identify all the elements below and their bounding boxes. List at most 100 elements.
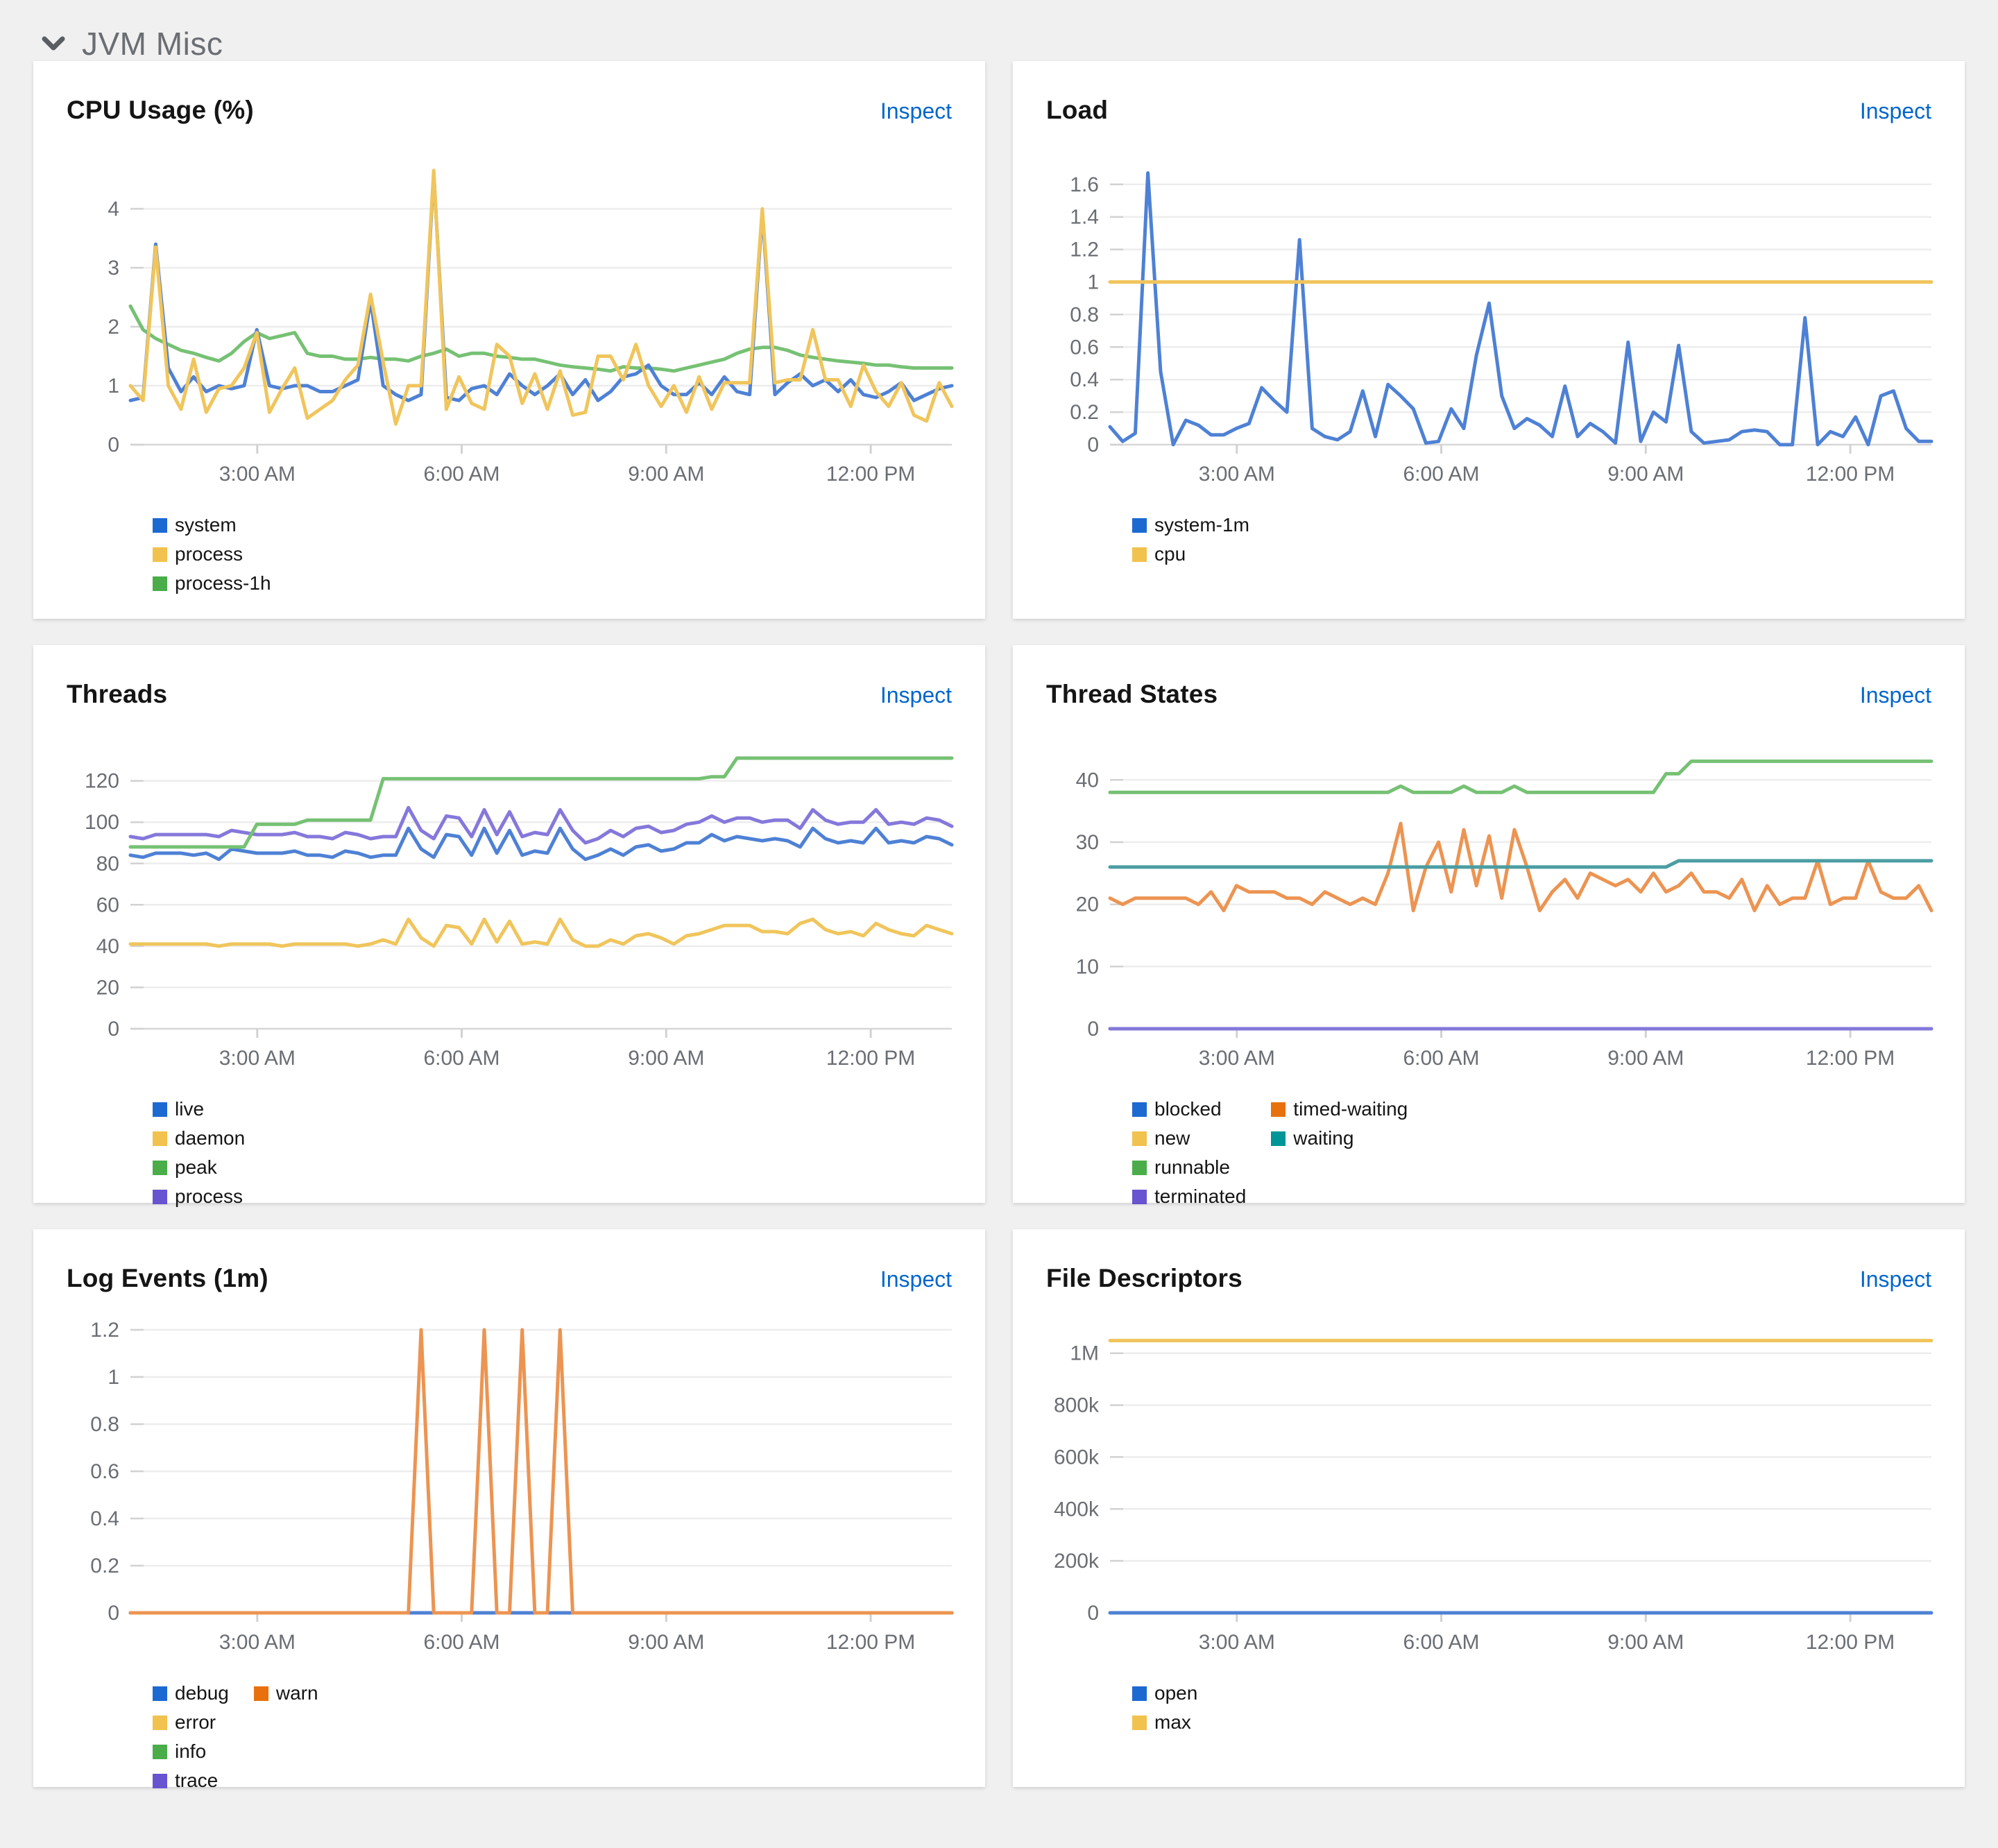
inspect-link[interactable]: Inspect [880,683,952,708]
svg-text:1: 1 [1087,271,1099,294]
panel-title: Load [1046,96,1109,124]
legend-label: timed-waiting [1293,1098,1408,1120]
legend-swatch [1271,1131,1286,1146]
svg-text:0: 0 [108,1018,119,1041]
svg-text:600k: 600k [1054,1446,1100,1469]
legend-label: system [175,514,237,536]
threads-line-chart[interactable]: 0 20 40 60 80 100 120 3:00 AM 6:00 AM 9:00 AM 12:0… [33,645,985,1203]
chart-legend: blocked new runnable terminated timed-waitin… [1132,1095,1408,1211]
svg-text:0.8: 0.8 [1070,303,1099,326]
panel-title: Threads [67,680,168,708]
svg-text:1: 1 [108,375,119,397]
svg-text:12:00 PM: 12:00 PM [1806,1047,1895,1070]
panel-log-events: Log Events (1m) Inspect 0 0.2 0.4 0.6 0.8 1 1.… [33,1229,985,1791]
legend-label: waiting [1293,1127,1354,1149]
svg-text:12:00 PM: 12:00 PM [826,1047,915,1070]
legend-label: daemon [175,1127,246,1149]
section-header-jvm-misc[interactable]: JVM Misc [0,0,1998,62]
svg-text:3:00 AM: 3:00 AM [219,1631,296,1654]
svg-text:80: 80 [96,853,119,875]
inspect-link[interactable]: Inspect [1859,1267,1931,1292]
svg-text:200k: 200k [1054,1550,1100,1573]
dashboard-grid: CPU Usage (%) Inspect 0 1 2 3 4 3:00 AM 6:00 A… [0,61,1998,1791]
svg-text:1.4: 1.4 [1070,206,1099,229]
legend-item-info: info [153,1740,229,1763]
chart-legend: system process process-1h [153,511,271,627]
svg-text:3:00 AM: 3:00 AM [1199,1047,1275,1070]
panel-threads: Threads Inspect 0 20 40 60 80 100 120 3:00 AM 6:… [33,645,985,1207]
legend-label: open [1154,1682,1198,1704]
legend-swatch [1132,547,1147,562]
cpu-usage-line-chart[interactable]: 0 1 2 3 4 3:00 AM 6:00 AM 9:00 AM 12:00 PM [33,61,985,619]
svg-text:2: 2 [108,316,119,339]
inspect-link[interactable]: Inspect [1859,99,1931,123]
legend-label: max [1154,1711,1191,1733]
svg-text:40: 40 [96,935,119,958]
svg-text:9:00 AM: 9:00 AM [1607,1047,1684,1070]
legend-label: warn [275,1682,318,1704]
svg-text:800k: 800k [1054,1394,1100,1417]
legend-swatch [1132,1160,1147,1175]
svg-text:6:00 AM: 6:00 AM [423,1631,500,1654]
svg-text:100: 100 [85,811,119,834]
legend-swatch [153,1102,167,1117]
legend-item-warn: warn [253,1682,318,1704]
svg-text:400k: 400k [1054,1498,1100,1521]
legend-item-error: error [153,1711,229,1734]
legend-item-system-1m: system-1m [1132,514,1249,536]
svg-text:9:00 AM: 9:00 AM [1607,1631,1684,1654]
legend-label: runnable [1154,1156,1230,1178]
chart-legend: debug error info trace warn [153,1679,318,1795]
svg-text:6:00 AM: 6:00 AM [1403,463,1479,486]
thread-states-line-chart[interactable]: 0 10 20 30 40 3:00 AM 6:00 AM 9:00 AM 12:00 PM [1013,645,1965,1203]
svg-text:0.2: 0.2 [1070,401,1099,424]
svg-text:3:00 AM: 3:00 AM [1199,463,1275,486]
panel-file-descriptors: File Descriptors Inspect 0 200k 400k 600k 80… [1013,1229,1965,1787]
svg-text:1.2: 1.2 [1070,239,1099,262]
svg-text:0.8: 0.8 [90,1413,119,1436]
svg-text:9:00 AM: 9:00 AM [628,463,704,486]
legend-item-live: live [153,1098,245,1120]
legend-swatch [1132,1715,1147,1730]
inspect-link[interactable]: Inspect [880,1267,952,1292]
legend-label: debug [175,1682,229,1704]
legend-swatch [1132,1686,1147,1701]
inspect-link[interactable]: Inspect [1859,683,1931,708]
inspect-link[interactable]: Inspect [880,99,952,123]
svg-text:20: 20 [1076,893,1099,916]
legend-item-trace: trace [153,1770,229,1792]
svg-text:3:00 AM: 3:00 AM [219,463,296,486]
svg-text:0: 0 [108,434,119,456]
legend-swatch [153,1715,167,1730]
legend-item-process: process [153,1186,245,1208]
svg-text:0: 0 [1087,434,1099,456]
chevron-down-icon [42,35,65,52]
svg-text:6:00 AM: 6:00 AM [1403,1047,1479,1070]
svg-text:6:00 AM: 6:00 AM [423,1047,500,1070]
svg-text:120: 120 [85,770,119,793]
legend-item-debug: debug [153,1682,229,1704]
svg-text:1: 1 [108,1366,119,1389]
legend-label: process-1h [175,572,271,594]
file-descriptors-line-chart[interactable]: 0 200k 400k 600k 800k 1M 3:00 AM 6:00 AM 9:00 AM… [1013,1229,1965,1787]
svg-text:0.6: 0.6 [90,1460,119,1483]
svg-text:20: 20 [96,976,119,999]
svg-text:0.4: 0.4 [90,1507,119,1530]
legend-label: info [175,1740,207,1762]
panel-thread-states: Thread States Inspect 0 10 20 30 40 3:00 AM 6:… [1013,645,1965,1207]
legend-swatch [153,1686,167,1701]
load-line-chart[interactable]: 0 0.2 0.4 0.6 0.8 1 1.2 1.4 1.6 3:00 AM 6:00 AM 9:0… [1013,61,1965,619]
legend-swatch [153,547,167,562]
legend-swatch [153,1744,167,1759]
svg-text:40: 40 [1076,769,1099,792]
legend-item-system: system [153,514,271,536]
legend-swatch [153,517,167,533]
chart-legend: live daemon peak process [153,1095,245,1211]
log-events-line-chart[interactable]: 0 0.2 0.4 0.6 0.8 1 1.2 3:00 AM 6:00 AM 9:00 AM 12… [33,1229,985,1787]
legend-item-terminated: terminated [1132,1186,1246,1208]
legend-label: trace [175,1770,219,1791]
legend-item-new: new [1132,1127,1246,1149]
svg-text:1.2: 1.2 [90,1319,119,1342]
legend-swatch [153,576,167,591]
svg-text:9:00 AM: 9:00 AM [1607,463,1684,486]
